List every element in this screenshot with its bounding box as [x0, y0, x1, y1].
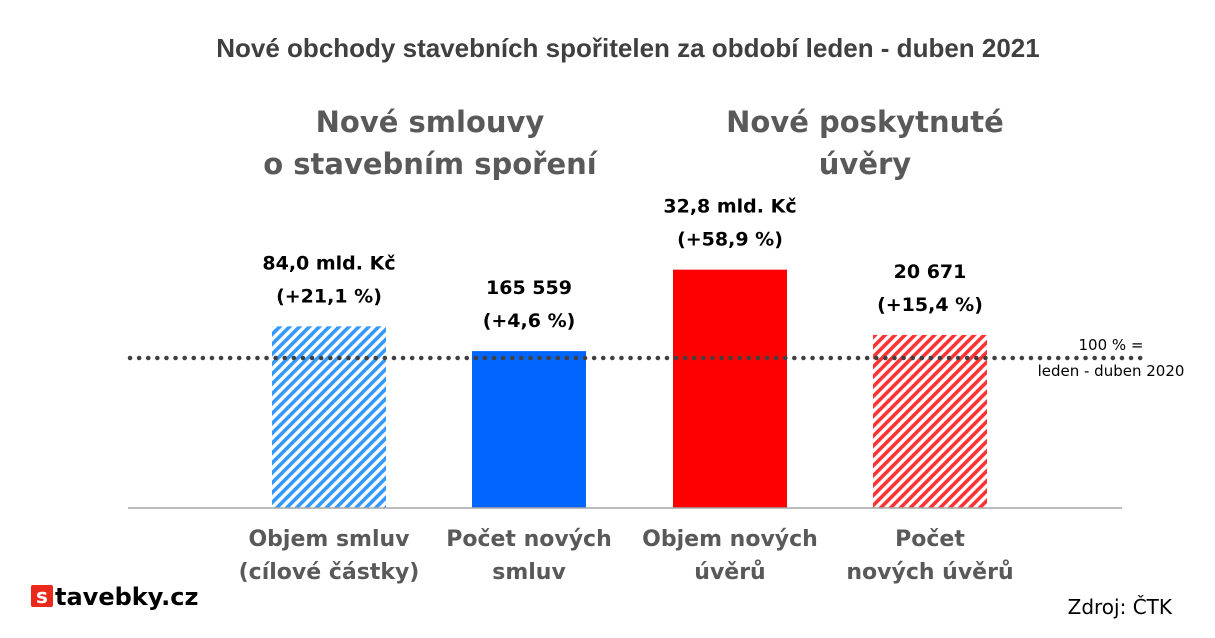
bar-4 — [873, 334, 987, 508]
reference-label-line-1: 100 % = — [1079, 336, 1144, 354]
group-title-2-line-2: úvěry — [819, 147, 912, 181]
value-label-3-line-1: 32,8 mld. Kč — [663, 196, 796, 218]
category-label-2-line-1: Počet nových — [446, 527, 612, 552]
logo: s tavebky.cz — [31, 583, 198, 611]
chart-title: Nové obchody stavebních spořitelen za ob… — [216, 33, 1039, 63]
reference-line: 100 % = leden - duben 2020 — [127, 336, 1185, 380]
logo-text: tavebky.cz — [55, 583, 198, 611]
value-label-4-line-2: (+15,4 %) — [877, 294, 983, 316]
value-labels: 84,0 mld. Kč (+21,1 %) 165 559 (+4,6 %) 32,8… — [262, 196, 983, 332]
category-labels: Objem smluv (cílové částky) Počet nových sm… — [239, 527, 1014, 585]
value-label-3-line-2: (+58,9 %) — [677, 229, 783, 251]
group-title-1-line-1: Nové smlouvy — [316, 105, 545, 139]
source-label: Zdroj: ČTK — [1068, 595, 1173, 619]
category-label-4-line-2: nových úvěrů — [846, 560, 1013, 585]
group-titles: Nové smlouvy o stavebním spoření Nové posk… — [263, 105, 1004, 181]
value-label-4-line-1: 20 671 — [894, 261, 967, 283]
category-label-1-line-1: Objem smluv — [248, 527, 410, 552]
bar-2 — [472, 351, 586, 508]
bar-3 — [673, 269, 787, 508]
group-title-2-line-1: Nové poskytnuté — [726, 105, 1004, 139]
reference-label-line-2: leden - duben 2020 — [1038, 362, 1185, 380]
category-label-3-line-1: Objem nových — [642, 527, 818, 552]
category-label-4-line-1: Počet — [895, 527, 965, 552]
logo-letter: s — [36, 584, 48, 608]
value-label-1-line-2: (+21,1 %) — [276, 285, 382, 307]
logo-badge — [31, 585, 53, 607]
value-label-2-line-2: (+4,6 %) — [483, 310, 576, 332]
group-title-1-line-2: o stavebním spoření — [263, 147, 599, 181]
category-label-3-line-2: úvěrů — [694, 560, 765, 585]
bar-1 — [272, 326, 386, 508]
value-label-2-line-1: 165 559 — [486, 277, 572, 299]
value-label-1-line-1: 84,0 mld. Kč — [262, 252, 395, 274]
category-label-1-line-2: (cílové částky) — [239, 560, 420, 585]
category-label-2-line-2: smluv — [492, 560, 566, 585]
